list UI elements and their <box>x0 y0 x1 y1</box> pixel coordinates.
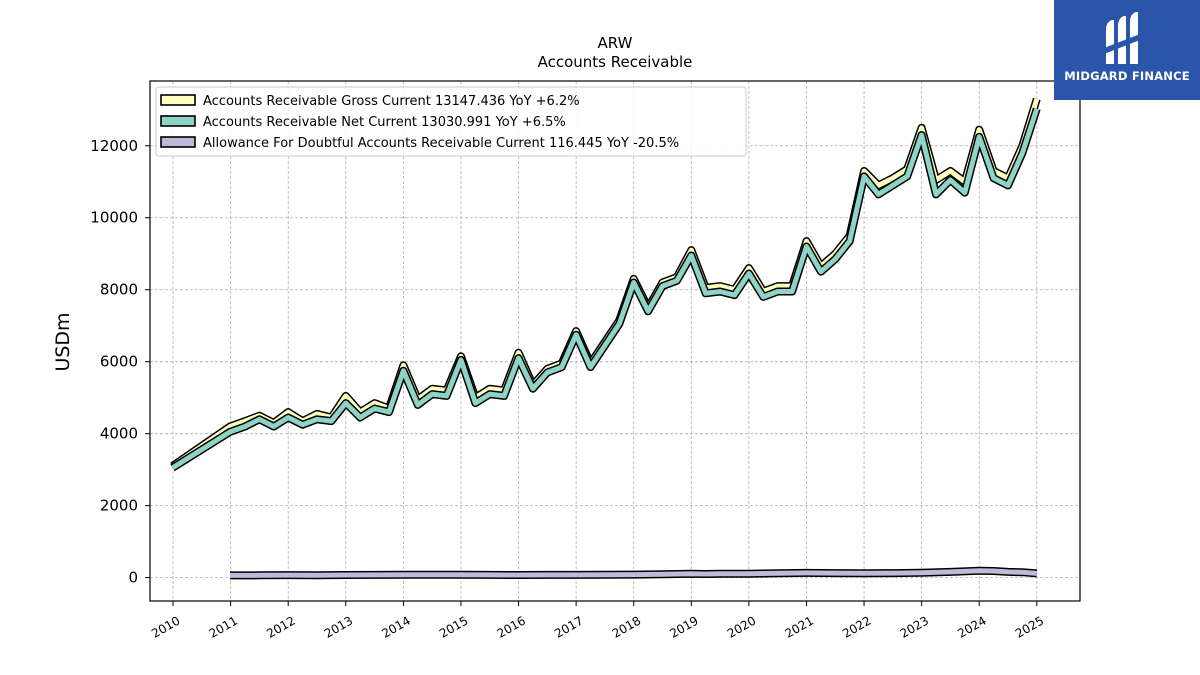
legend-swatch-1 <box>160 94 196 106</box>
x-tick-label: 2013 <box>322 613 355 640</box>
legend-label-1: Accounts Receivable Gross Current 13147.… <box>203 94 580 109</box>
legend-label-3: Allowance For Doubtful Accounts Receivab… <box>203 136 679 151</box>
y-tick-label: 8000 <box>100 281 138 299</box>
midgard-finance-logo: MIDGARD FINANCE <box>1054 0 1200 100</box>
y-axis-label: USDm <box>52 312 74 371</box>
series-line-2 <box>171 107 1040 471</box>
legend: Accounts Receivable Gross Current 13147.… <box>155 86 747 157</box>
x-tick-label: 2018 <box>610 613 643 640</box>
y-tick-label: 12000 <box>90 137 138 155</box>
x-tick-label: 2017 <box>552 613 585 640</box>
legend-swatch-2 <box>160 115 196 127</box>
y-tick-label: 2000 <box>100 497 138 515</box>
legend-label-2: Accounts Receivable Net Current 13030.99… <box>203 115 566 130</box>
y-tick-label: 0 <box>128 569 138 587</box>
x-tick-label: 2012 <box>264 613 297 640</box>
logo-text: MIDGARD FINANCE <box>1064 69 1190 83</box>
series-line-3 <box>229 568 1038 578</box>
y-tick-label: 10000 <box>90 209 138 227</box>
x-tick-label: 2010 <box>149 613 182 640</box>
chart-title: ARW <box>598 34 633 52</box>
plot-frame <box>149 80 1081 602</box>
x-tick-label: 2014 <box>379 613 412 640</box>
grid-lines <box>150 81 1080 601</box>
series-layer <box>170 97 1041 580</box>
logo-mark-icon <box>1104 12 1140 64</box>
y-tick-label: 6000 <box>100 353 138 371</box>
axis-ticks: 0 2000 4000 6000 8000 10000 12000 2010 2011 2012 2… <box>90 137 1046 641</box>
x-tick-label: 2022 <box>840 613 873 640</box>
x-tick-label: 2023 <box>898 613 931 640</box>
legend-swatch-3 <box>160 136 196 148</box>
x-tick-label: 2025 <box>1013 613 1046 640</box>
x-tick-label: 2019 <box>667 613 700 640</box>
legend-box <box>155 86 747 157</box>
x-tick-label: 2020 <box>725 613 758 640</box>
x-tick-label: 2021 <box>783 613 816 640</box>
y-tick-label: 4000 <box>100 425 138 443</box>
x-tick-label: 2016 <box>495 613 528 640</box>
chart-subtitle: Accounts Receivable <box>538 53 693 71</box>
x-tick-label: 2024 <box>955 613 988 640</box>
x-tick-label: 2011 <box>207 613 240 640</box>
x-tick-label: 2015 <box>437 613 470 640</box>
